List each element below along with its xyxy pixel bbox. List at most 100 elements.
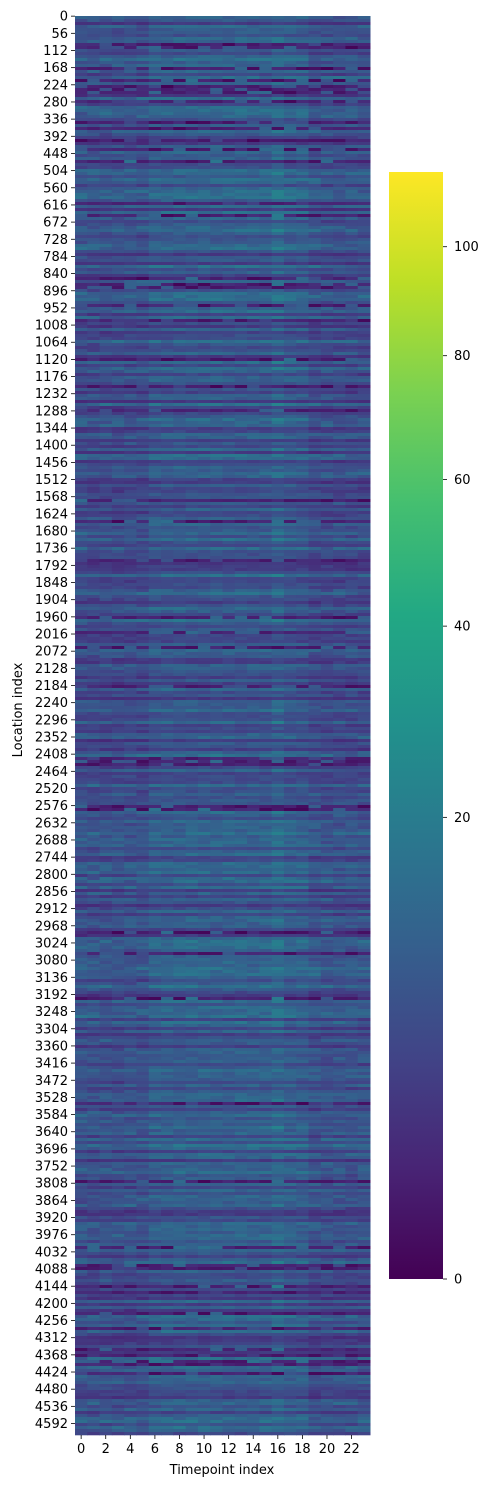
heatmap-cell	[210, 190, 223, 194]
heatmap-cell	[357, 217, 371, 221]
heatmap-cell	[222, 541, 236, 545]
heatmap-cell	[283, 415, 297, 419]
heatmap-cell	[234, 520, 248, 524]
heatmap-cell	[308, 205, 322, 209]
heatmap-cell	[247, 349, 260, 353]
heatmap-cell	[185, 289, 199, 293]
heatmap-cell	[333, 529, 346, 533]
heatmap-cell	[124, 637, 137, 641]
heatmap-cell	[111, 154, 125, 158]
heatmap-cell	[234, 34, 248, 38]
heatmap-cell	[333, 463, 346, 467]
heatmap-cell	[136, 499, 150, 503]
heatmap-cell	[210, 418, 223, 422]
heatmap-cell	[333, 280, 346, 284]
heatmap-cell	[210, 310, 223, 314]
heatmap-cell	[99, 343, 113, 347]
heatmap-cell	[173, 301, 187, 305]
heatmap-cell	[259, 193, 273, 197]
heatmap-cell	[111, 397, 125, 401]
heatmap-cell	[75, 229, 88, 233]
heatmap-cell	[234, 61, 248, 65]
heatmap-cell	[247, 133, 260, 137]
heatmap-cell	[185, 601, 199, 605]
heatmap-cell	[296, 136, 310, 140]
heatmap-cell	[173, 253, 187, 257]
heatmap-cell	[357, 187, 371, 191]
heatmap-cell	[308, 85, 322, 89]
heatmap-cell	[161, 115, 174, 119]
heatmap-cell	[75, 550, 88, 554]
heatmap-cell	[148, 118, 162, 122]
heatmap-cell	[87, 436, 101, 440]
heatmap-cell	[259, 115, 273, 119]
heatmap-cell	[173, 151, 187, 155]
heatmap-cell	[185, 58, 199, 62]
heatmap-cell	[161, 523, 174, 527]
heatmap-cell	[283, 118, 297, 122]
heatmap-cell	[333, 355, 346, 359]
heatmap-cell	[308, 262, 322, 266]
heatmap-cell	[308, 97, 322, 101]
heatmap-cell	[210, 97, 223, 101]
heatmap-cell	[173, 490, 187, 494]
heatmap-cell	[148, 232, 162, 236]
heatmap-cell	[234, 172, 248, 176]
heatmap-cell	[333, 202, 346, 206]
heatmap-cell	[111, 592, 125, 596]
heatmap-cell	[161, 208, 174, 212]
heatmap-cell	[333, 514, 346, 518]
heatmap-cell	[333, 49, 346, 53]
heatmap-cell	[271, 205, 285, 209]
heatmap-cell	[283, 547, 297, 551]
heatmap-cell	[271, 85, 285, 89]
heatmap-cell	[271, 166, 285, 170]
heatmap-cell	[271, 109, 285, 113]
heatmap-cell	[296, 574, 310, 578]
heatmap-cell	[357, 82, 371, 86]
heatmap-cell	[161, 181, 174, 185]
heatmap-cell	[234, 232, 248, 236]
heatmap-cell	[87, 262, 101, 266]
heatmap-cell	[296, 613, 310, 617]
heatmap-cell	[357, 178, 371, 182]
heatmap-cell	[111, 598, 125, 602]
heatmap-cell	[234, 415, 248, 419]
heatmap-cell	[87, 64, 101, 68]
heatmap-cell	[345, 16, 359, 20]
heatmap-cell	[222, 145, 236, 149]
heatmap-cell	[357, 22, 371, 26]
heatmap-cell	[148, 130, 162, 134]
heatmap-cell	[296, 196, 310, 200]
heatmap-cell	[210, 328, 223, 332]
heatmap-cell	[259, 562, 273, 566]
heatmap-cell	[234, 340, 248, 344]
heatmap-cell	[87, 412, 101, 416]
heatmap-cell	[345, 172, 359, 176]
heatmap-cell	[271, 406, 285, 410]
heatmap-cell	[75, 148, 88, 152]
heatmap-cell	[308, 313, 322, 317]
heatmap-cell	[87, 628, 101, 632]
heatmap-cell	[222, 385, 236, 389]
heatmap-cell	[148, 511, 162, 515]
heatmap-cell	[296, 433, 310, 437]
heatmap-cell	[75, 526, 88, 530]
heatmap-cell	[333, 391, 346, 395]
heatmap-cell	[185, 439, 199, 443]
heatmap-cell	[99, 502, 113, 506]
heatmap-cell	[136, 280, 150, 284]
heatmap-cell	[111, 142, 125, 146]
heatmap-cell	[197, 181, 211, 185]
heatmap-cell	[247, 127, 260, 131]
heatmap-cell	[75, 496, 88, 500]
heatmap-cell	[75, 25, 88, 29]
heatmap-cell	[173, 139, 187, 143]
heatmap-cell	[296, 310, 310, 314]
heatmap-cell	[99, 472, 113, 476]
heatmap-cell	[357, 208, 371, 212]
heatmap-cell	[247, 142, 260, 146]
heatmap-cell	[308, 271, 322, 275]
heatmap-cell	[161, 487, 174, 491]
heatmap-cell	[308, 616, 322, 620]
